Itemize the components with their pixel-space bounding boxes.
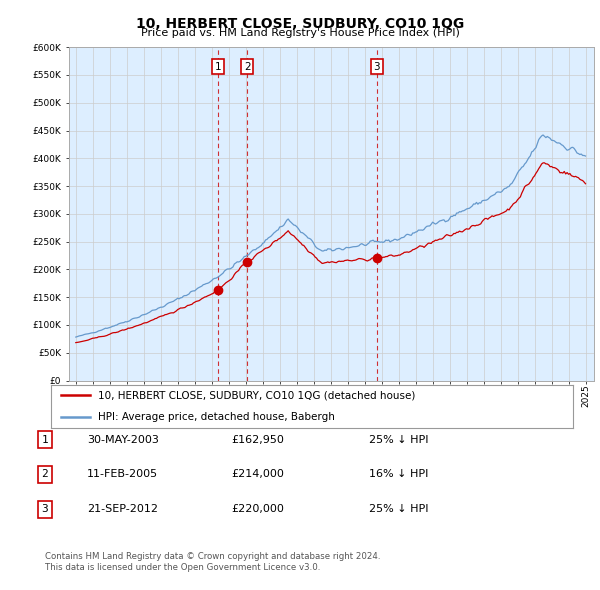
- Text: 2: 2: [244, 61, 251, 71]
- Text: Price paid vs. HM Land Registry's House Price Index (HPI): Price paid vs. HM Land Registry's House …: [140, 28, 460, 38]
- Text: £220,000: £220,000: [231, 504, 284, 514]
- Text: 11-FEB-2005: 11-FEB-2005: [87, 470, 158, 479]
- Text: 2: 2: [41, 470, 49, 479]
- Text: HPI: Average price, detached house, Babergh: HPI: Average price, detached house, Babe…: [98, 412, 335, 422]
- Text: 16% ↓ HPI: 16% ↓ HPI: [369, 470, 428, 479]
- Text: 25% ↓ HPI: 25% ↓ HPI: [369, 504, 428, 514]
- Text: £214,000: £214,000: [231, 470, 284, 479]
- Text: £162,950: £162,950: [231, 435, 284, 444]
- Text: 10, HERBERT CLOSE, SUDBURY, CO10 1QG (detached house): 10, HERBERT CLOSE, SUDBURY, CO10 1QG (de…: [98, 391, 415, 401]
- Text: 21-SEP-2012: 21-SEP-2012: [87, 504, 158, 514]
- Text: 3: 3: [41, 504, 49, 514]
- Text: Contains HM Land Registry data © Crown copyright and database right 2024.
This d: Contains HM Land Registry data © Crown c…: [45, 552, 380, 572]
- Text: 25% ↓ HPI: 25% ↓ HPI: [369, 435, 428, 444]
- Text: 3: 3: [374, 61, 380, 71]
- Text: 1: 1: [215, 61, 221, 71]
- Text: 10, HERBERT CLOSE, SUDBURY, CO10 1QG: 10, HERBERT CLOSE, SUDBURY, CO10 1QG: [136, 17, 464, 31]
- Text: 1: 1: [41, 435, 49, 444]
- Text: 30-MAY-2003: 30-MAY-2003: [87, 435, 159, 444]
